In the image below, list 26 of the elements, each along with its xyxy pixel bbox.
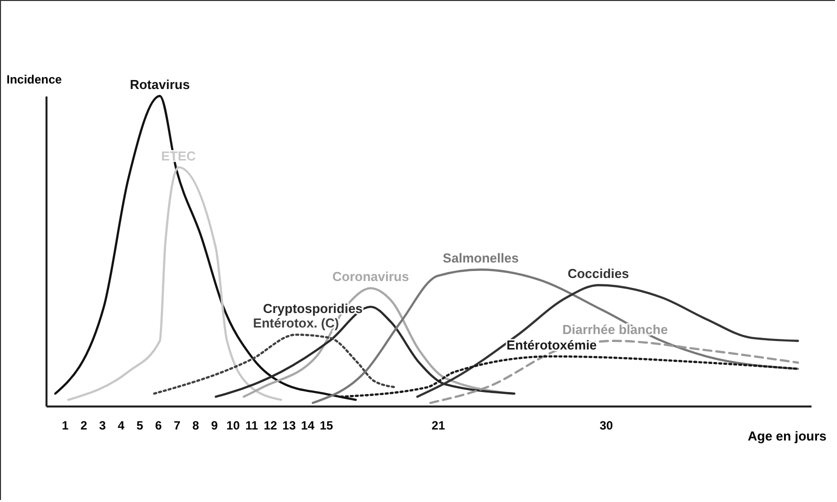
x-tick-label: 6: [155, 418, 162, 432]
x-tick-label: 21: [432, 418, 446, 432]
x-tick-label: 13: [282, 418, 296, 432]
x-tick-label: 15: [320, 418, 334, 432]
x-tick-label: 4: [118, 418, 125, 432]
x-tick-label: 5: [136, 418, 144, 432]
series-label: Entérotox. (C): [253, 316, 339, 331]
y-axis-title: Incidence: [6, 72, 62, 86]
series-label: Coronavirus: [332, 269, 409, 284]
series-label: Salmonelles: [442, 250, 519, 266]
series-label: Rotavirus: [130, 77, 190, 92]
x-tick-label: 9: [211, 418, 218, 432]
series-label: Cryptosporidies: [262, 300, 363, 316]
x-tick-label: 12: [264, 418, 278, 432]
x-tick-label: 10: [226, 418, 240, 432]
x-tick-label: 30: [600, 418, 614, 432]
series-label: Coccidies: [568, 266, 630, 282]
x-tick-label: 11: [245, 418, 258, 432]
x-axis-title: Age en jours: [748, 428, 826, 444]
x-tick-label: 3: [99, 418, 106, 432]
x-tick-label: 1: [62, 418, 69, 432]
x-tick-label: 14: [301, 418, 315, 432]
series-label: Entérotoxémie: [506, 337, 597, 352]
x-tick-label: 7: [174, 418, 181, 432]
x-tick-label: 8: [192, 418, 200, 432]
x-tick-label: 2: [80, 418, 88, 432]
